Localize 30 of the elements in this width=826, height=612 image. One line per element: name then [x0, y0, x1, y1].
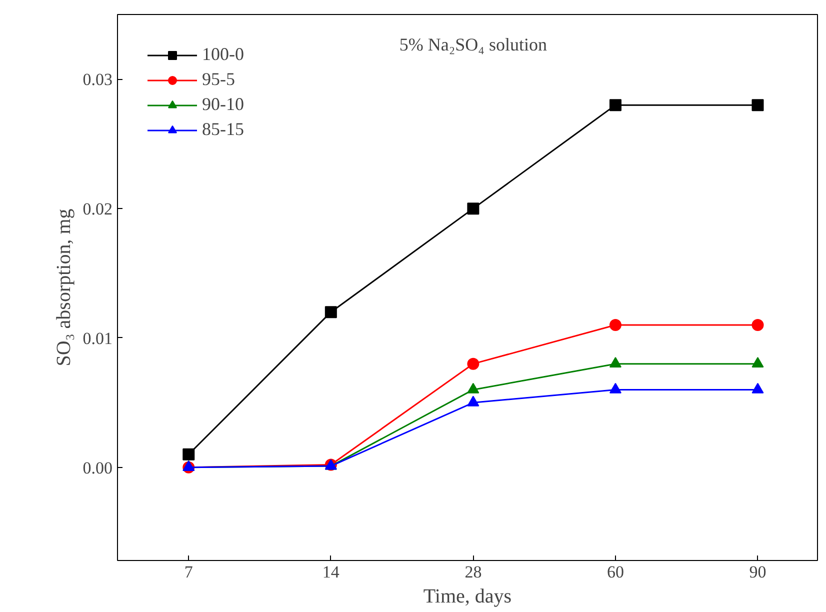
y-axis-title: SO₃ absorption, mg — [52, 208, 75, 366]
point — [752, 382, 764, 394]
point — [609, 356, 622, 368]
point — [467, 382, 480, 394]
x-axis-title: Time, days — [423, 586, 512, 608]
point — [609, 319, 622, 332]
x-tick-label: 28 — [464, 562, 482, 582]
point — [609, 99, 622, 112]
legend-label: 100-0 — [202, 44, 244, 65]
point — [609, 382, 622, 394]
point — [752, 99, 764, 112]
text: 5% Na₂SO₄ solution — [399, 34, 547, 54]
point — [182, 448, 195, 460]
point — [752, 356, 764, 368]
y-tick-label: 0.01 — [82, 328, 112, 348]
y-tick-label: 0.03 — [82, 70, 112, 90]
point — [752, 319, 764, 332]
x-tick-label: 60 — [606, 562, 624, 582]
y-tick-label: 0.00 — [82, 458, 112, 478]
x-tick-label: 7 — [184, 562, 194, 582]
point — [467, 202, 480, 215]
point — [467, 358, 480, 370]
point — [467, 396, 480, 406]
x-tick-label: 90 — [749, 562, 766, 582]
point — [324, 306, 337, 318]
x-tick-label: 14 — [322, 562, 340, 582]
legend-label: 95-5 — [202, 69, 235, 90]
y-tick-label: 0.02 — [82, 200, 112, 219]
legend-label: 85-15 — [202, 119, 244, 140]
legend-label: 90-10 — [202, 94, 244, 115]
